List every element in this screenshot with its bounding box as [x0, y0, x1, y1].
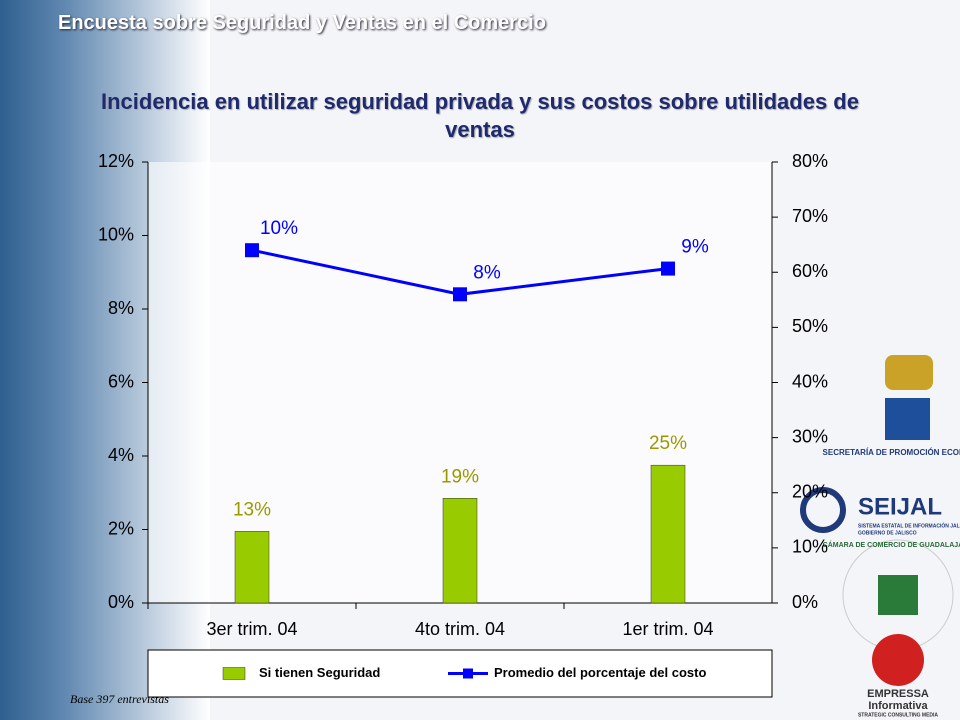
data-label: 25%	[649, 433, 687, 454]
legend-label: Promedio del porcentaje del costo	[494, 665, 706, 680]
logo-text: EMPRESSA	[867, 688, 929, 700]
y2-tick-label: 70%	[792, 206, 828, 226]
legend-swatch	[222, 667, 246, 680]
logo-seijal-mark	[800, 487, 846, 533]
y2-tick-label: 60%	[792, 261, 828, 281]
legend-marker	[463, 668, 473, 679]
y-tick-label: 2%	[108, 518, 134, 538]
y-tick-label: 12%	[98, 151, 134, 171]
logo-camara-shield	[878, 575, 918, 615]
logo-text: CÁMARA DE COMERCIO DE GUADALAJARA	[823, 540, 960, 549]
bar	[650, 464, 686, 604]
bar	[234, 531, 270, 604]
y-tick-label: 8%	[108, 298, 134, 318]
data-label: 10%	[260, 218, 298, 239]
y2-tick-label: 0%	[792, 592, 818, 612]
logo-text: GOBIERNO DE JALISCO	[858, 530, 917, 536]
note: Base 397 entrevistas	[70, 692, 169, 706]
legend-label: Si tienen Seguridad	[259, 665, 380, 680]
y-tick-label: 4%	[108, 445, 134, 465]
data-label: 19%	[441, 466, 479, 487]
y-tick-label: 0%	[108, 592, 134, 612]
x-tick-label: 4to trim. 04	[415, 619, 505, 639]
line-marker	[661, 261, 675, 276]
x-tick-label: 1er trim. 04	[622, 619, 713, 639]
y2-tick-label: 10%	[792, 537, 828, 557]
y2-tick-label: 20%	[792, 482, 828, 502]
bar	[442, 498, 478, 604]
logo-text: STRATEGIC CONSULTING MEDIA	[858, 712, 938, 718]
logos: SECRETARÍA DE PROMOCIÓN ECONÓMICA SEIJAL…	[800, 355, 960, 718]
logo-shield	[885, 355, 933, 390]
logo-text: Informativa	[868, 700, 928, 712]
y2-tick-label: 30%	[792, 426, 828, 446]
y2-tick-label: 80%	[792, 151, 828, 171]
y-tick-label: 10%	[98, 224, 134, 244]
logo-text: SISTEMA ESTATAL DE INFORMACIÓN JALISCO	[858, 521, 960, 529]
logo-text: SEIJAL	[858, 493, 942, 520]
logo-promocion	[885, 398, 930, 440]
data-label: 8%	[473, 262, 501, 283]
line-marker	[245, 243, 259, 258]
header: Encuesta sobre Seguridad y Ventas en el …	[58, 12, 546, 34]
y-tick-label: 6%	[108, 371, 134, 391]
data-label: 9%	[681, 237, 709, 258]
data-label: 13%	[233, 499, 271, 520]
line-marker	[453, 287, 467, 302]
y2-tick-label: 40%	[792, 371, 828, 391]
logo-text: SECRETARÍA DE PROMOCIÓN ECONÓMICA	[823, 448, 960, 457]
y2-tick-label: 50%	[792, 316, 828, 336]
chart-title: Incidencia en utilizar seguridad privada…	[100, 89, 859, 142]
x-tick-label: 3er trim. 04	[206, 619, 297, 639]
logo-empressa-mark	[872, 634, 924, 686]
